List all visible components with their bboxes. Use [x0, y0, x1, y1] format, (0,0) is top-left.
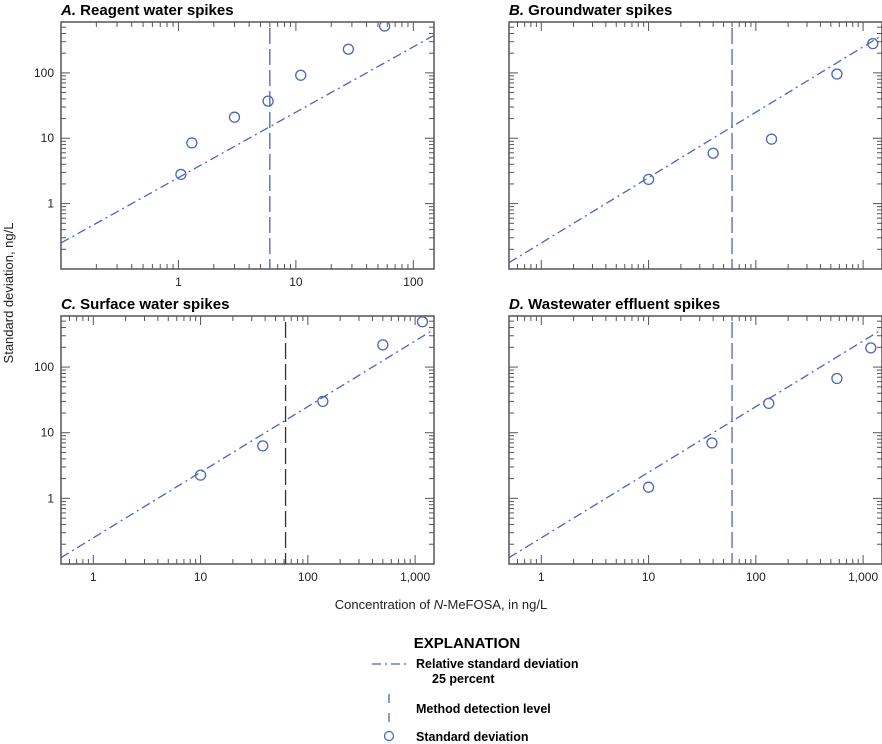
panel-title-text: Reagent water spikes — [80, 2, 233, 19]
sd-point — [831, 68, 843, 80]
rsd-line — [509, 328, 882, 559]
x-tick-label: 100 — [298, 570, 318, 584]
legend-title: EXPLANATION — [414, 635, 520, 652]
panel-b: B. Groundwater spikes — [508, 2, 882, 270]
panel-title: B. Groundwater spikes — [509, 2, 672, 19]
panel-title-text: Groundwater spikes — [528, 2, 672, 19]
panel-title-text: Surface water spikes — [80, 296, 229, 313]
rsd-line — [61, 328, 434, 559]
panel-a: A. Reagent water spikes 1 10 100 1 10 100 — [34, 2, 435, 289]
legend-rsd-label: Relative standard deviation — [416, 657, 579, 671]
panel-title-text: Wastewater effluent spikes — [528, 296, 720, 313]
y-tick-label: 1 — [47, 491, 54, 505]
sd-point — [707, 147, 719, 159]
y-axis-label: Standard deviation, ng/L — [1, 223, 16, 364]
sd-point — [865, 342, 877, 354]
sd-point — [416, 316, 429, 328]
sd-point — [379, 22, 391, 32]
legend: EXPLANATION Relative standard deviation … — [372, 635, 579, 744]
sd-point — [867, 37, 879, 50]
sd-point — [377, 339, 389, 351]
y-tick-label: 10 — [41, 131, 55, 145]
x-tick-label: 1,000 — [848, 570, 878, 584]
sd-point — [317, 395, 329, 408]
x-tick-label: 100 — [746, 570, 766, 584]
legend-mdl-label: Method detection level — [416, 702, 551, 716]
x-tick-label: 100 — [403, 275, 423, 289]
x-tick-label: 10 — [194, 570, 208, 584]
panel-title: C. Surface water spikes — [61, 296, 229, 313]
legend-sd-label: Standard deviation — [416, 730, 529, 744]
legend-rsd-label-2: 25 percent — [432, 672, 495, 686]
sd-point — [642, 173, 655, 186]
axis-ticks — [60, 21, 434, 270]
plot-frame — [508, 315, 882, 565]
sd-point — [706, 437, 718, 449]
panel-d: D. Wastewater effluent spikes 1 10 100 1,000 — [508, 296, 882, 584]
sd-point — [342, 43, 355, 55]
y-tick-label: 1 — [47, 197, 54, 211]
sd-point — [831, 372, 843, 385]
panel-title: D. Wastewater effluent spikes — [509, 296, 720, 313]
x-tick-label: 1,000 — [400, 570, 430, 584]
y-tick-label: 100 — [34, 66, 54, 80]
sd-point — [175, 168, 187, 181]
rsd-line — [61, 34, 434, 244]
axis-ticks — [508, 21, 882, 270]
sd-point — [262, 95, 274, 107]
legend-sd-symbol — [383, 730, 395, 742]
panel-letter: D. — [509, 296, 528, 313]
axis-ticks — [508, 315, 882, 565]
panel-c: C. Surface water spikes 1 10 100 1,000 1 10 100 — [34, 296, 435, 584]
sd-point — [642, 481, 655, 493]
x-tick-label: 10 — [289, 275, 303, 289]
plot-frame — [60, 315, 435, 565]
sd-point — [295, 69, 307, 81]
x-axis-label: Concentration of N-MeFOSA, in ng/L — [335, 597, 547, 612]
x-tick-label: 1 — [90, 570, 97, 584]
y-tick-label: 10 — [41, 426, 55, 440]
sd-point — [228, 111, 241, 123]
sd-point — [763, 397, 775, 410]
sd-point — [186, 137, 198, 149]
x-tick-label: 1 — [175, 275, 182, 289]
panel-letter: C. — [61, 296, 80, 313]
x-tick-label: 10 — [642, 570, 656, 584]
panel-title: A. Reagent water spikes — [60, 2, 234, 19]
plot-frame — [60, 21, 435, 270]
rsd-line — [509, 34, 882, 264]
sd-point — [765, 133, 778, 145]
panel-letter: A. — [60, 2, 80, 19]
y-tick-label: 100 — [34, 360, 54, 374]
axis-ticks — [60, 315, 434, 565]
sd-point — [194, 469, 207, 481]
sd-point — [257, 440, 269, 452]
panel-letter: B. — [509, 2, 528, 19]
x-tick-label: 1 — [538, 570, 545, 584]
plot-frame — [508, 21, 882, 270]
